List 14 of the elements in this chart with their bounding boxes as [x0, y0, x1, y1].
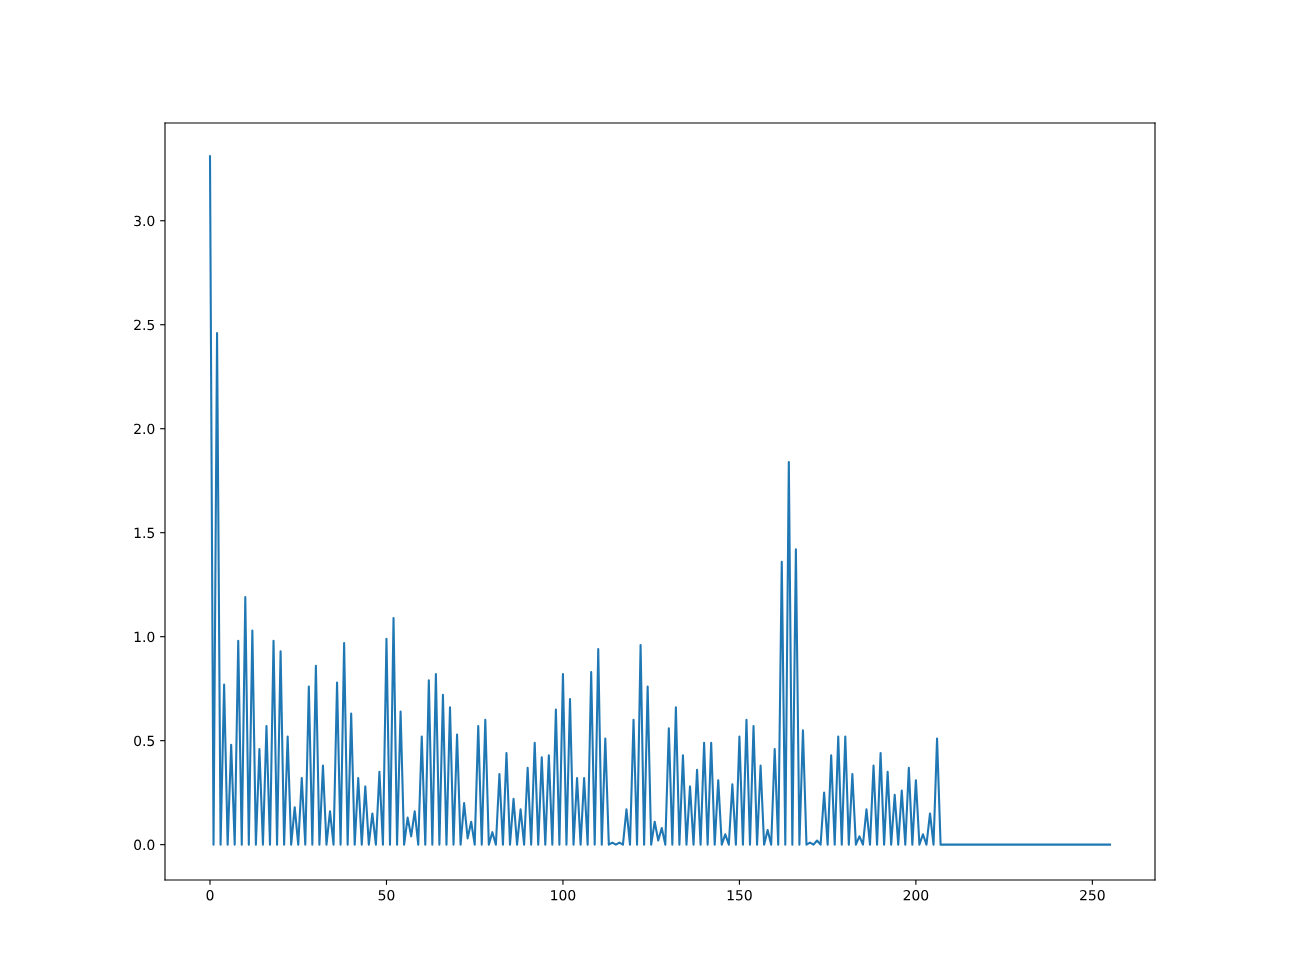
y-tick-label: 0.5: [134, 735, 155, 747]
x-tick-label: 150: [727, 889, 752, 901]
y-tick-label: 1.5: [134, 527, 155, 539]
y-tick-label: 0.0: [134, 839, 155, 851]
y-tick-label: 2.0: [134, 423, 155, 435]
x-tick-label: 50: [378, 889, 395, 901]
line-series: [208, 155, 1112, 846]
x-tick-label: 250: [1080, 889, 1105, 901]
y-tick-label: 3.0: [134, 215, 155, 227]
x-tick-label: 0: [206, 889, 214, 901]
x-tick-label: 100: [551, 889, 576, 901]
y-tick-label: 2.5: [134, 319, 155, 331]
y-tick-label: 1.0: [134, 631, 155, 643]
x-tick-label: 200: [903, 889, 929, 901]
